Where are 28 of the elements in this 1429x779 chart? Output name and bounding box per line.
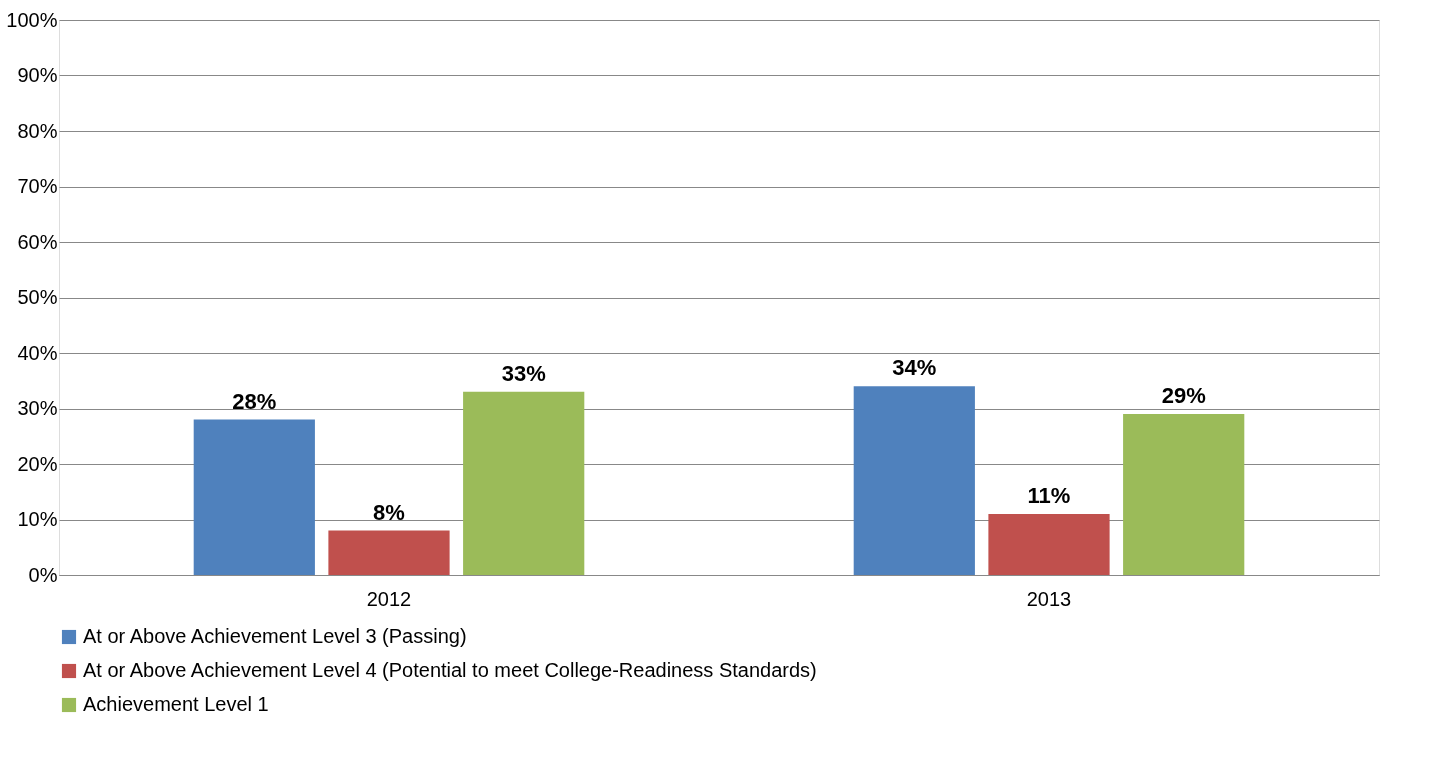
- y-tick-label: 20%: [17, 452, 58, 475]
- y-tick-label: 90%: [17, 64, 58, 86]
- bar: [328, 530, 450, 575]
- legend-label: At or Above Achievement Level 4 (Potential to meet College-Readiness Standards): [83, 659, 817, 681]
- y-tick-label: 10%: [17, 508, 58, 530]
- bar: [1123, 414, 1245, 575]
- bar: [193, 419, 315, 575]
- y-tick-label: 40%: [17, 341, 58, 364]
- bar: [988, 513, 1110, 575]
- y-tick-label: 0%: [28, 563, 58, 586]
- y-tick-label: 100%: [6, 8, 58, 31]
- data-label: 29%: [1161, 383, 1206, 409]
- y-tick-label: 50%: [17, 286, 58, 308]
- x-tick-label: 2013: [1026, 587, 1072, 610]
- data-label: 34%: [892, 355, 937, 381]
- data-label: 8%: [373, 499, 405, 525]
- y-tick-label: 60%: [17, 230, 58, 253]
- y-tick-label: 80%: [17, 119, 58, 142]
- y-tick-label: 30%: [17, 397, 58, 419]
- legend-label: Achievement Level 1: [83, 693, 269, 715]
- bar: [853, 386, 975, 575]
- data-label: 28%: [232, 388, 277, 414]
- x-tick-label: 2012: [366, 587, 412, 610]
- bar: [463, 391, 585, 575]
- data-label: 11%: [1027, 482, 1071, 508]
- y-tick-label: 70%: [17, 175, 58, 197]
- legend-label: At or Above Achievement Level 3 (Passing): [83, 625, 467, 647]
- data-label: 33%: [501, 360, 546, 386]
